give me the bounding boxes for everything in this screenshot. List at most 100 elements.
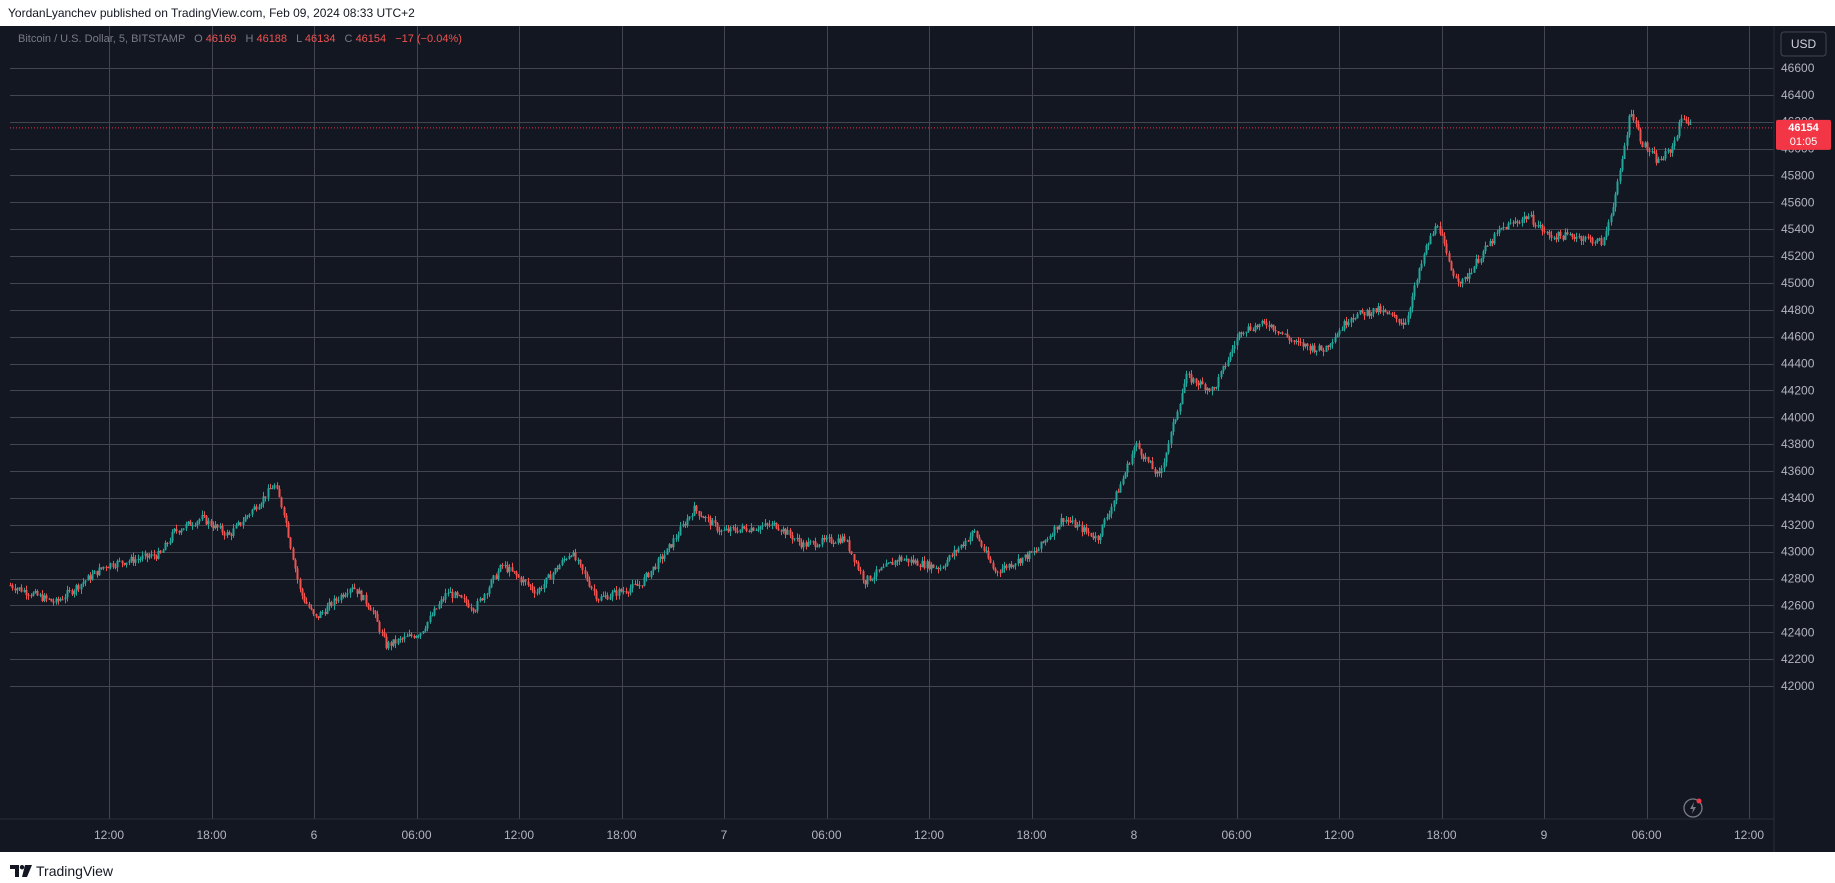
candle-body xyxy=(96,570,99,576)
candle-body xyxy=(1468,272,1471,279)
candle-body xyxy=(11,585,14,589)
candle-body xyxy=(850,551,853,555)
low-value: 46134 xyxy=(305,33,336,45)
candle-body xyxy=(873,576,876,580)
candle-body xyxy=(1338,330,1341,335)
candle-body xyxy=(299,579,302,589)
candle-body xyxy=(1071,520,1074,523)
candle-body xyxy=(679,526,682,536)
time-axis-background[interactable] xyxy=(0,819,1774,852)
candle-body xyxy=(903,559,906,561)
candle-body xyxy=(144,553,147,556)
time-axis[interactable]: 12:00 18:00 6 06:00 12:00 18:00 7 06:00 12:00 18:… xyxy=(94,828,1764,842)
candle-body xyxy=(1329,344,1332,347)
time-tick-label: 18:00 xyxy=(1016,828,1046,842)
candle-body xyxy=(235,524,238,529)
candle-body xyxy=(711,520,714,526)
candle-body xyxy=(834,542,837,544)
candle-body xyxy=(953,550,956,556)
open-value: 46169 xyxy=(206,33,237,45)
candle-body xyxy=(303,595,306,602)
candle-body xyxy=(948,555,951,561)
candle-body xyxy=(32,592,35,596)
candle-body xyxy=(1489,240,1492,247)
candle-body xyxy=(1564,232,1567,240)
candle-body xyxy=(488,587,491,594)
candle-body xyxy=(1637,123,1640,130)
candle-body xyxy=(517,575,520,578)
candle-body xyxy=(230,534,233,536)
candle-body xyxy=(344,594,347,597)
candle-body xyxy=(1083,527,1086,533)
candle-body xyxy=(1334,337,1337,343)
candle-body xyxy=(1669,150,1672,153)
candle-body xyxy=(310,607,313,610)
candle-body xyxy=(1477,258,1480,263)
candle-body xyxy=(657,558,660,569)
candle-body xyxy=(725,528,728,530)
candle-body xyxy=(426,621,429,629)
candle-body xyxy=(631,583,634,589)
candle-body xyxy=(1413,285,1416,297)
candle-body xyxy=(25,590,28,596)
candle-body xyxy=(1170,431,1173,444)
price-tick-label: 44400 xyxy=(1781,357,1815,371)
candle-body xyxy=(84,580,87,583)
lightning-icon[interactable] xyxy=(1683,798,1703,818)
price-axis[interactable]: 42000 42200 42400 42600 42800 43000 43200 43400… xyxy=(1781,61,1815,693)
candle-body xyxy=(1662,158,1665,161)
candle-body xyxy=(1325,345,1328,352)
time-tick-label: 06:00 xyxy=(811,828,841,842)
candle-body xyxy=(1286,333,1289,338)
candle-body xyxy=(672,538,675,548)
candle-body xyxy=(447,592,450,594)
candle-body xyxy=(417,635,420,637)
candle-body xyxy=(1575,236,1578,239)
candle-body xyxy=(1596,238,1599,243)
symbol-legend: Bitcoin / U.S. Dollar, 5, BITSTAMP O 461… xyxy=(18,33,462,45)
candle-body xyxy=(985,550,988,552)
candle-body xyxy=(71,590,74,595)
candle-body xyxy=(563,559,566,561)
candle-body xyxy=(561,560,564,565)
candle-body xyxy=(1014,563,1017,566)
candle-body xyxy=(1641,141,1644,148)
candle-body xyxy=(1229,352,1232,361)
candle-body xyxy=(433,608,436,616)
candle-body xyxy=(766,523,769,525)
candle-body xyxy=(292,548,295,560)
candle-body xyxy=(43,595,46,601)
candle-body xyxy=(237,522,240,525)
candle-body xyxy=(789,529,792,536)
candle-body xyxy=(732,527,735,529)
candle-body xyxy=(319,612,322,618)
candle-body xyxy=(1347,322,1350,326)
candle-body xyxy=(1667,150,1670,152)
candle-body xyxy=(1664,151,1667,159)
candle-body xyxy=(1532,214,1535,225)
candle-body xyxy=(107,567,110,569)
candle-body xyxy=(771,523,774,526)
candle-body xyxy=(1131,454,1134,464)
candle-body xyxy=(1676,136,1679,141)
candle-body xyxy=(189,521,192,526)
candle-body xyxy=(898,556,901,562)
price-chart[interactable]: 42000 42200 42400 42600 42800 43000 43200 43400… xyxy=(0,26,1835,852)
candle-body xyxy=(1097,535,1100,541)
candle-body xyxy=(244,516,247,522)
candle-body xyxy=(1133,447,1136,455)
candle-body xyxy=(216,524,219,528)
candle-body xyxy=(1388,313,1391,315)
candle-body xyxy=(1249,326,1252,330)
candle-body xyxy=(153,554,156,557)
candle-body xyxy=(932,564,935,568)
candle-body xyxy=(1573,236,1576,239)
candle-body xyxy=(1208,388,1211,392)
price-axis-background[interactable] xyxy=(1774,26,1835,852)
candle-body xyxy=(16,588,19,591)
candle-body xyxy=(1614,194,1617,208)
candle-body xyxy=(1464,276,1467,280)
candle-body xyxy=(1306,343,1309,347)
currency-button[interactable]: USD xyxy=(1780,31,1827,57)
candle-body xyxy=(992,562,995,569)
